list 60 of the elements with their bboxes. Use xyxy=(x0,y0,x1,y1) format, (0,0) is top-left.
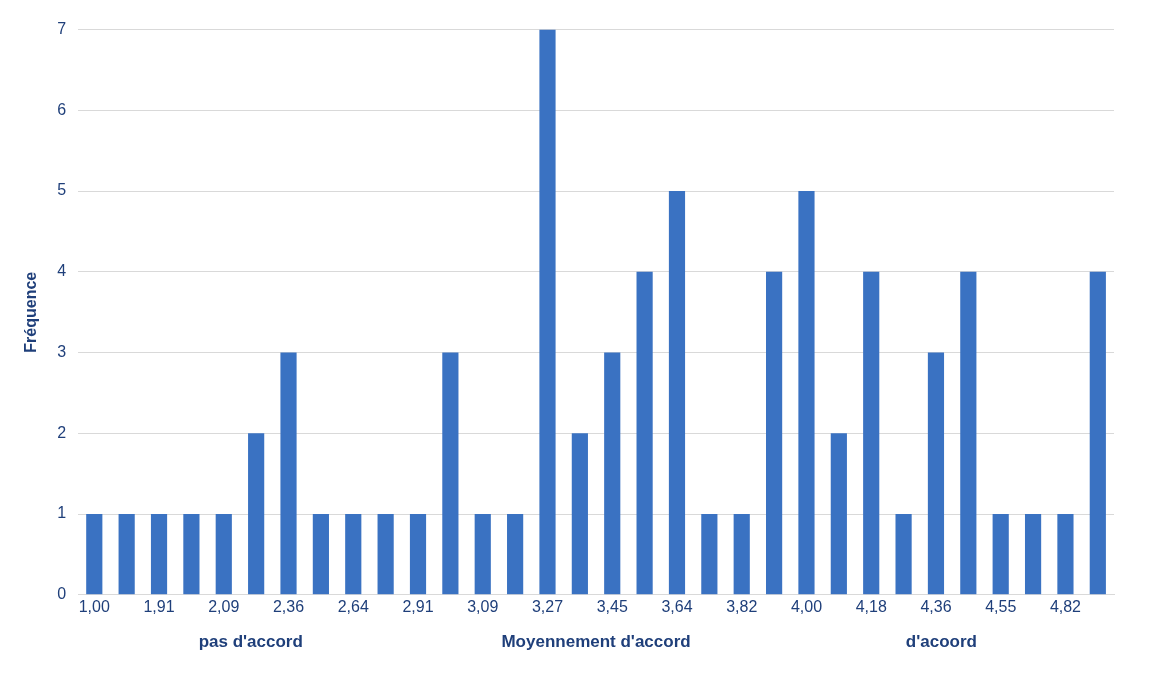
bar xyxy=(830,433,847,595)
text: pas d'accord xyxy=(198,631,303,651)
y-axis-title: Fréquence xyxy=(22,271,40,353)
bar xyxy=(248,433,265,595)
y-tick-label: 6 xyxy=(57,100,67,118)
y-tick-label: 4 xyxy=(57,262,67,280)
bar xyxy=(474,514,491,595)
y-tick-label: 1 xyxy=(57,504,67,522)
x-tick-label: 4,36 xyxy=(920,597,952,615)
bar xyxy=(863,271,880,595)
bar xyxy=(86,514,103,595)
bar xyxy=(409,514,427,595)
x-tick-label: 2,64 xyxy=(337,597,369,615)
bar xyxy=(1057,514,1074,595)
bar xyxy=(345,514,362,595)
y-tick-label: 3 xyxy=(57,342,67,360)
bar xyxy=(442,352,459,595)
bar xyxy=(118,514,135,595)
x-tick-label: 3,09 xyxy=(467,597,499,615)
x-tick-label: 1,00 xyxy=(78,597,110,615)
bar xyxy=(507,514,524,595)
x-tick-label: 3,64 xyxy=(661,597,693,615)
x-tick-label: 4,18 xyxy=(855,597,887,615)
x-tick-label: 3,82 xyxy=(726,597,758,615)
text: d'acoord xyxy=(905,631,977,651)
bar xyxy=(604,352,621,595)
bar xyxy=(895,514,912,595)
bar xyxy=(992,514,1009,595)
bar xyxy=(1024,514,1042,595)
bar xyxy=(539,29,556,595)
y-tick-label: 5 xyxy=(57,181,67,199)
y-tick-label: 2 xyxy=(57,423,67,441)
x-tick-label: 2,91 xyxy=(402,597,434,615)
bar xyxy=(377,514,394,595)
bar xyxy=(668,191,686,595)
text: Moyennement d'accord xyxy=(501,631,691,651)
bar xyxy=(312,514,329,595)
x-tick-label: 4,82 xyxy=(1049,597,1082,615)
x-tick-label: 4,55 xyxy=(985,597,1017,615)
bar xyxy=(766,271,783,595)
x-tick-label: 3,45 xyxy=(596,597,628,615)
x-tick-label: 1,91 xyxy=(143,597,175,615)
x-tick-label: 3,27 xyxy=(531,597,564,615)
x-tick-label: 2,36 xyxy=(272,597,305,615)
bar xyxy=(798,191,815,595)
bar xyxy=(960,271,977,595)
bar xyxy=(150,514,168,595)
bar xyxy=(215,514,232,595)
x-tick-label: 2,09 xyxy=(208,597,240,615)
bar xyxy=(183,514,200,595)
y-tick-label: 7 xyxy=(57,20,67,38)
y-tick-label: 0 xyxy=(57,585,67,603)
bar xyxy=(280,352,297,595)
bar xyxy=(571,433,588,595)
bar xyxy=(927,352,945,595)
bar xyxy=(701,514,718,595)
bar xyxy=(733,514,750,595)
x-tick-label: 4,00 xyxy=(790,597,823,615)
bar xyxy=(1089,271,1106,595)
bar xyxy=(636,271,653,595)
